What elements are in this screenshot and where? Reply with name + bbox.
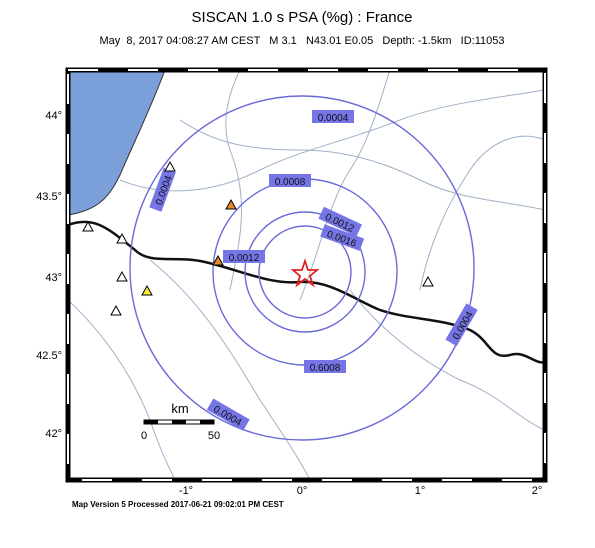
- contour-label: 0.0008: [269, 174, 311, 188]
- contour-label: 0.0004: [312, 110, 354, 124]
- scale-label: 0: [141, 430, 147, 442]
- contour-label-box: [304, 360, 346, 373]
- sea: [68, 70, 166, 216]
- contour-label-text: 0.0012: [229, 253, 260, 264]
- contour-label-text: 0.0004: [318, 113, 349, 124]
- lat-label: 42.5°: [36, 350, 62, 362]
- scale-bar: [143, 419, 215, 425]
- contour-label-text: 0.6008: [310, 363, 341, 374]
- contour-label: 0.0012: [223, 250, 265, 264]
- lon-label: 0°: [297, 485, 308, 497]
- contour-label-box: [206, 398, 250, 431]
- contour-label-box: [223, 250, 265, 263]
- map-subtitle: May 8, 2017 04:08:27 AM CEST M 3.1 N43.0…: [100, 35, 505, 47]
- rivers: [68, 70, 545, 480]
- scale-label: 50: [208, 430, 220, 442]
- border: [68, 220, 545, 364]
- contour-label-box: [445, 303, 478, 347]
- contour-label-box: [269, 174, 311, 187]
- scale-unit: km: [171, 401, 188, 416]
- map-area: 0.00040.00040.00040.00040.00080.00120.00…: [65, 67, 548, 483]
- lat-label: 43°: [45, 272, 62, 284]
- lat-label: 42°: [45, 428, 62, 440]
- footer: Map Version 5 Processed 2017-06-21 09:02…: [72, 500, 284, 509]
- epicenter: [290, 258, 320, 288]
- contour-label-box: [318, 206, 362, 237]
- map-title: SISCAN 1.0 s PSA (%g) : France: [192, 9, 413, 26]
- contour-label: 0.6008: [304, 360, 346, 374]
- frame-ticks: [67, 69, 546, 481]
- lon-label: -1°: [179, 485, 193, 497]
- lon-label: 2°: [532, 485, 543, 497]
- contour-label-text: 0.0008: [275, 177, 306, 188]
- lat-label: 44°: [45, 110, 62, 122]
- contour-label-box: [320, 224, 365, 251]
- lon-label: 1°: [415, 485, 426, 497]
- contour-label-box: [149, 167, 176, 212]
- contour-label-box: [312, 110, 354, 123]
- lat-label: 43.5°: [36, 191, 62, 203]
- stations: [82, 160, 434, 316]
